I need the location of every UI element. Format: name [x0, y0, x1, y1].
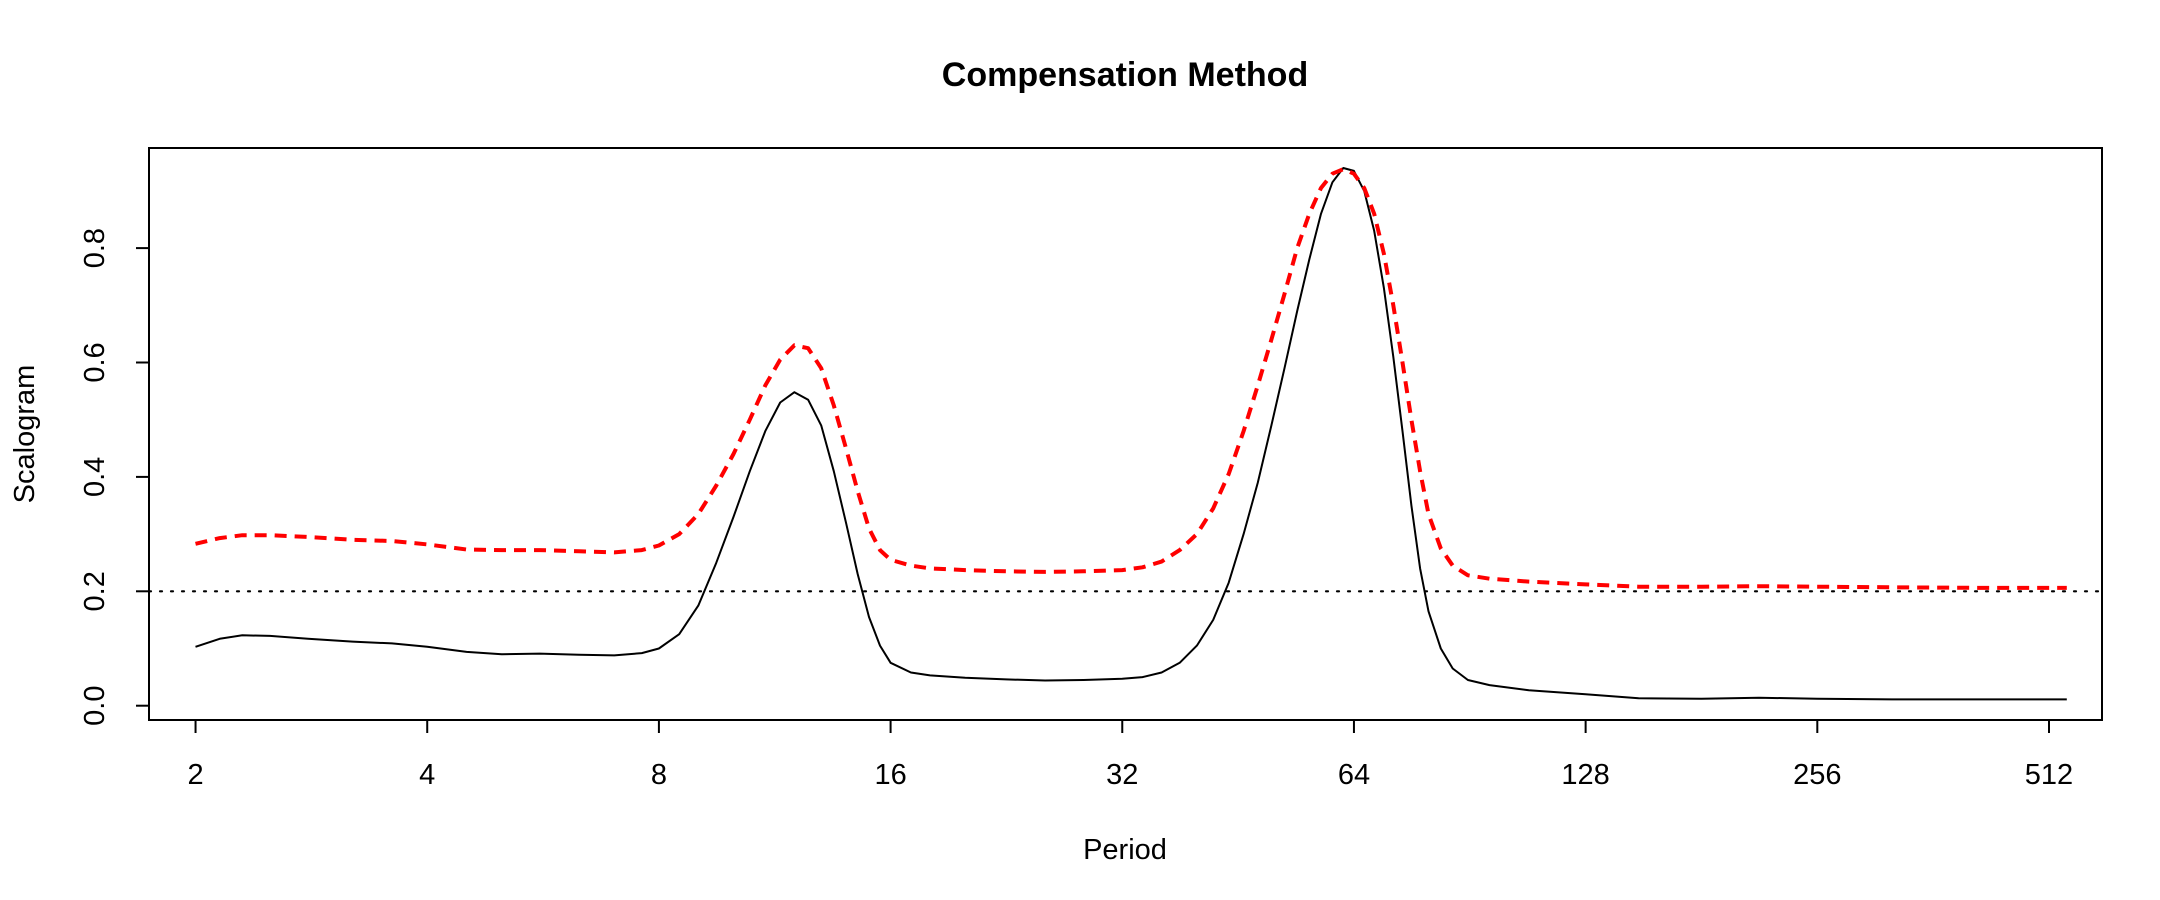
x-tick-label: 128 — [1561, 759, 1609, 791]
x-tick-label: 16 — [874, 759, 906, 791]
series-layer — [195, 167, 2067, 701]
x-tick-label: 64 — [1338, 759, 1370, 791]
x-tick-label: 4 — [419, 759, 435, 791]
x-tick-label: 8 — [651, 759, 667, 791]
series-line-dashed-red — [195, 167, 2067, 590]
x-tick-label: 2 — [187, 759, 203, 791]
plot-frame — [148, 147, 2103, 721]
x-axis: 2 4 8 16 32 64 128 256 512 — [187, 719, 2073, 791]
chart-title: Compensation Method — [942, 56, 1308, 94]
y-axis: 0.0 0.2 0.4 0.6 0.8 — [79, 228, 150, 726]
y-tick-label: 0.8 — [79, 228, 111, 268]
x-tick-label: 512 — [2025, 759, 2073, 791]
x-tick-label: 256 — [1793, 759, 1841, 791]
y-tick-label: 0.0 — [79, 686, 111, 726]
y-tick-label: 0.2 — [79, 571, 111, 611]
x-tick-label: 32 — [1106, 759, 1138, 791]
y-tick-label: 0.4 — [79, 457, 111, 497]
x-axis-label: Period — [1083, 834, 1167, 866]
y-tick-label: 0.6 — [79, 342, 111, 382]
y-axis-label: Scalogram — [9, 365, 41, 504]
series-line-solid-black — [195, 167, 2067, 701]
